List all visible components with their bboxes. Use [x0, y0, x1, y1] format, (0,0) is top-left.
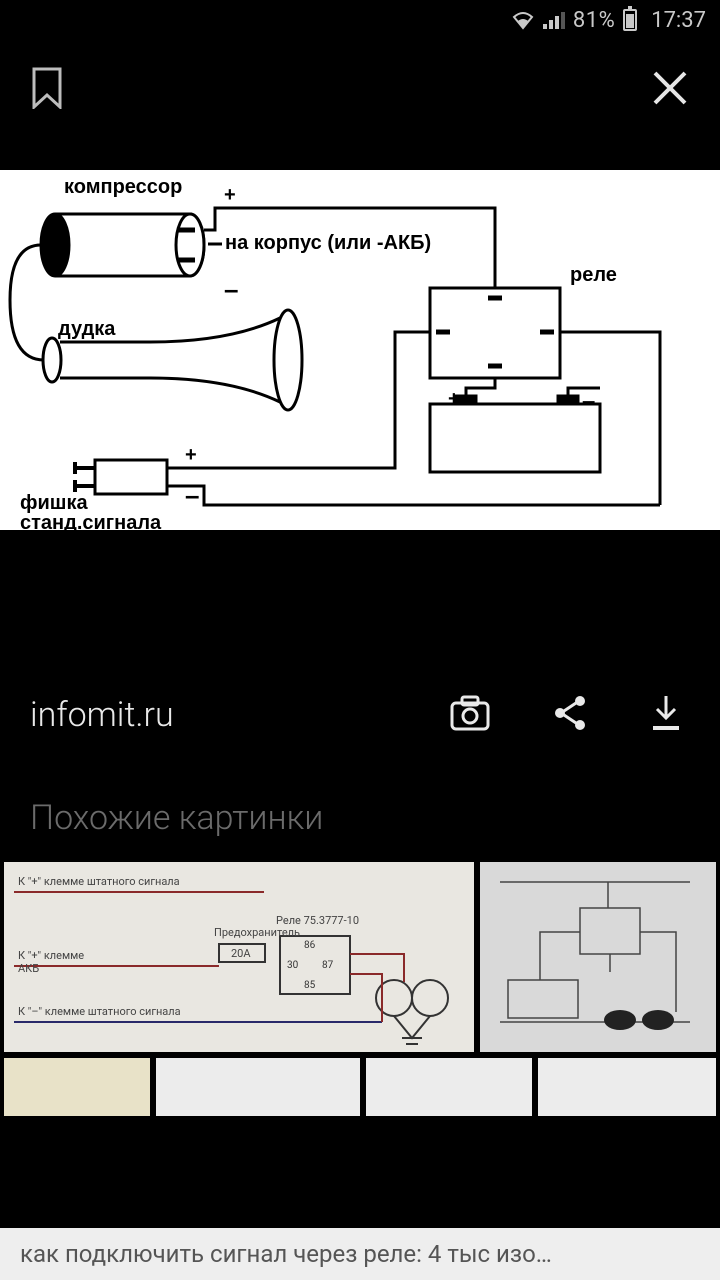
svg-text:87: 87 — [322, 960, 334, 971]
image-viewer[interactable]: компрессор + на корпус (или -АКБ) – дудк… — [0, 135, 720, 670]
related-thumb-2[interactable] — [480, 862, 716, 1052]
wifi-icon — [511, 10, 535, 30]
app-bar — [0, 40, 720, 135]
source-row: infomit.ru — [0, 670, 720, 760]
related-thumbnails: К "+" клемме штатного сигнала Предохрани… — [0, 862, 720, 1116]
bottom-tab-label: как подключить сигнал через реле: 4 тыс … — [20, 1240, 552, 1268]
status-bar: 81% 17:37 — [0, 0, 720, 40]
svg-text:К "+" клемме штатного сигнала: К "+" клемме штатного сигнала — [18, 875, 180, 888]
svg-text:Реле 75.3777-10: Реле 75.3777-10 — [276, 914, 359, 927]
svg-text:85: 85 — [304, 980, 316, 991]
related-thumb-5[interactable] — [366, 1058, 532, 1116]
related-thumb-1[interactable]: К "+" клемме штатного сигнала Предохрани… — [4, 862, 474, 1052]
svg-text:К "–" клемме штатного сигнала: К "–" клемме штатного сигнала — [18, 1005, 181, 1018]
clock: 17:37 — [651, 8, 706, 33]
svg-text:20А: 20А — [231, 947, 251, 960]
image-viewer-spacer — [0, 530, 720, 670]
svg-text:АКБ: АКБ — [18, 962, 39, 975]
main-diagram: компрессор + на корпус (или -АКБ) – дудк… — [0, 170, 720, 530]
diagram-svg — [0, 170, 720, 530]
battery-icon — [623, 9, 637, 31]
bottom-tab-bar[interactable]: как подключить сигнал через реле: 4 тыс … — [0, 1228, 720, 1280]
signal-icon — [543, 11, 565, 29]
svg-text:30: 30 — [287, 960, 299, 971]
bookmark-button[interactable] — [30, 67, 64, 109]
source-domain[interactable]: infomit.ru — [30, 695, 450, 735]
related-images-title: Похожие картинки — [0, 760, 720, 862]
search-by-image-button[interactable] — [450, 695, 490, 735]
related-thumb-3[interactable] — [4, 1058, 150, 1116]
close-button[interactable] — [650, 68, 690, 108]
download-button[interactable] — [650, 694, 682, 736]
battery-percent: 81% — [573, 8, 615, 33]
svg-text:Предохранитель: Предохранитель — [214, 926, 300, 939]
share-button[interactable] — [552, 694, 588, 736]
related-thumb-6[interactable] — [538, 1058, 716, 1116]
related-thumb-4[interactable] — [156, 1058, 360, 1116]
svg-text:К "+" клемме: К "+" клемме — [18, 949, 84, 962]
svg-text:86: 86 — [304, 940, 316, 951]
